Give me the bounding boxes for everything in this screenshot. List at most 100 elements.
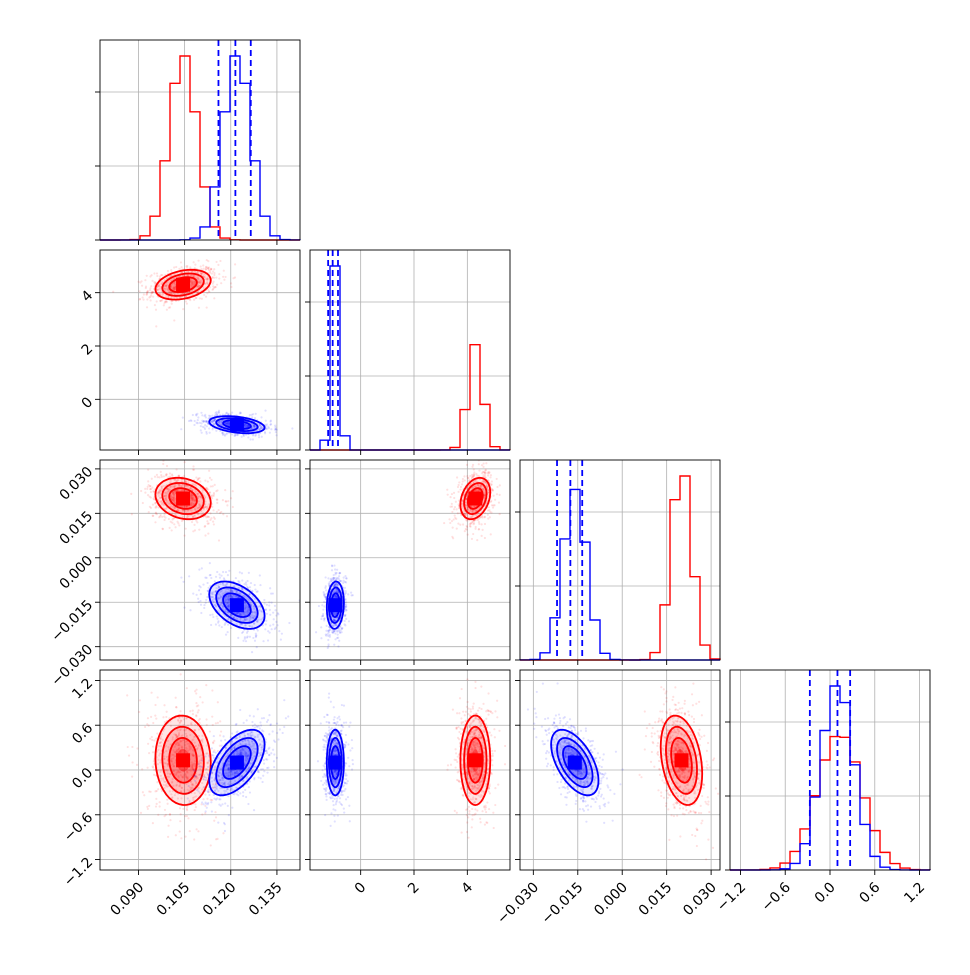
sample-point — [485, 462, 487, 464]
sample-point — [270, 423, 272, 425]
sample-point — [322, 609, 324, 611]
sample-point — [221, 431, 223, 433]
sample-point — [164, 721, 166, 723]
sample-point — [205, 296, 207, 298]
sample-point — [152, 722, 154, 724]
sample-point — [195, 806, 197, 808]
sample-point — [471, 476, 473, 478]
sample-point — [190, 419, 192, 421]
sample-point — [199, 297, 201, 299]
sample-point — [213, 297, 215, 299]
sample-point — [194, 529, 196, 531]
sample-point — [212, 485, 214, 487]
sample-point — [218, 273, 220, 275]
sample-point — [331, 565, 333, 567]
sample-point — [323, 591, 325, 593]
density-peak-series-0 — [468, 492, 482, 506]
sample-point — [183, 607, 185, 609]
sample-point — [216, 284, 218, 286]
sample-point — [217, 622, 219, 624]
sample-point — [446, 489, 448, 491]
sample-point — [350, 592, 352, 594]
sample-point — [466, 525, 468, 527]
sample-point — [459, 489, 461, 491]
sample-point — [185, 265, 187, 267]
sample-point — [265, 623, 267, 625]
sample-point — [208, 427, 210, 429]
sample-point — [481, 523, 483, 525]
sample-point — [218, 277, 220, 279]
sample-point — [166, 799, 168, 801]
sample-point — [146, 292, 148, 294]
sample-point — [211, 799, 213, 801]
sample-point — [169, 472, 171, 474]
sample-point — [321, 604, 323, 606]
sample-point — [221, 626, 223, 628]
sample-point — [453, 492, 455, 494]
sample-point — [487, 514, 489, 516]
sample-point — [156, 781, 158, 783]
sample-point — [156, 513, 158, 515]
sample-point — [493, 504, 495, 506]
sample-point — [219, 734, 221, 736]
sample-point — [263, 599, 265, 601]
sample-point — [224, 489, 226, 491]
density-peak-series-0 — [176, 492, 190, 506]
sample-point — [159, 805, 161, 807]
sample-point — [215, 430, 217, 432]
sample-point — [267, 639, 269, 641]
sample-point — [209, 477, 211, 479]
sample-point — [265, 424, 267, 426]
sample-point — [202, 264, 204, 266]
sample-point — [491, 480, 493, 482]
sample-point — [212, 616, 214, 618]
sample-point — [331, 569, 333, 571]
sample-point — [462, 480, 464, 482]
sample-point — [472, 523, 474, 525]
sample-point — [147, 808, 149, 810]
sample-point — [207, 481, 209, 483]
sample-point — [499, 494, 501, 496]
sample-point — [249, 586, 251, 588]
sample-point — [163, 704, 165, 706]
sample-point — [333, 564, 335, 566]
sample-point — [161, 516, 163, 518]
sample-point — [201, 414, 203, 416]
sample-point — [338, 575, 340, 577]
sample-point — [330, 578, 332, 580]
sample-point — [275, 434, 277, 436]
sample-point — [227, 574, 229, 576]
sample-point — [254, 588, 256, 590]
sample-point — [204, 805, 206, 807]
sample-point — [192, 713, 194, 715]
sample-point — [336, 630, 338, 632]
sample-point — [323, 617, 325, 619]
sample-point — [254, 584, 256, 586]
sample-point — [348, 620, 350, 622]
sample-point — [200, 412, 202, 414]
sample-point — [269, 609, 271, 611]
sample-point — [334, 568, 336, 570]
sample-point — [158, 476, 160, 478]
panel-2-1 — [305, 455, 510, 665]
sample-point — [162, 716, 164, 718]
sample-point — [332, 577, 334, 579]
sample-point — [179, 807, 181, 809]
sample-point — [169, 819, 171, 821]
sample-point — [205, 599, 207, 601]
sample-point — [484, 537, 486, 539]
sample-point — [254, 417, 256, 419]
sample-point — [344, 615, 346, 617]
sample-point — [128, 754, 130, 756]
sample-point — [212, 495, 214, 497]
sample-point — [337, 633, 339, 635]
sample-point — [223, 279, 225, 281]
sample-point — [166, 309, 168, 311]
sample-point — [462, 478, 464, 480]
sample-point — [347, 593, 349, 595]
sample-point — [202, 583, 204, 585]
sample-point — [180, 261, 182, 263]
sample-point — [161, 528, 163, 530]
sample-point — [179, 820, 181, 822]
sample-point — [463, 475, 465, 477]
